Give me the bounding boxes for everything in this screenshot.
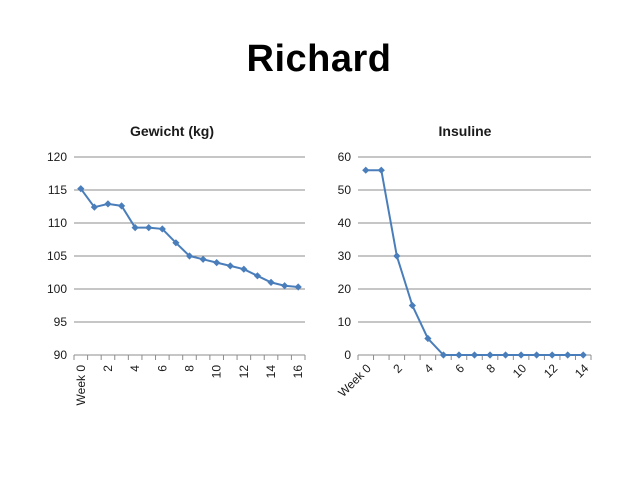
data-point: [294, 283, 302, 291]
x-tick-label: 10: [210, 365, 224, 379]
x-tick-label: 6: [155, 365, 169, 372]
data-point: [145, 224, 153, 232]
data-point: [199, 255, 207, 263]
chart-title: Insuline: [439, 123, 492, 139]
y-tick-label: 105: [47, 249, 67, 263]
data-point: [393, 252, 401, 260]
chart-title: Gewicht (kg): [130, 123, 214, 139]
x-tick-label: 4: [128, 365, 142, 372]
data-point: [117, 202, 126, 210]
y-tick-label: 50: [338, 183, 352, 197]
y-tick-label: 10: [338, 315, 352, 329]
data-point: [377, 166, 385, 174]
y-tick-label: 95: [54, 315, 68, 329]
x-tick-label: 14: [572, 361, 592, 381]
x-tick-label: 10: [510, 361, 530, 381]
chart-gewicht: Gewicht (kg) 90 95 100 105 110 115 120 Week 0 2 4 6…: [47, 123, 306, 406]
data-point: [533, 351, 541, 359]
y-tick-label: 90: [54, 348, 68, 362]
data-point: [185, 252, 194, 260]
data-point: [240, 265, 248, 273]
data-point: [470, 351, 479, 359]
series-line: [365, 169, 584, 356]
data-point: [267, 278, 275, 286]
data-point: [501, 351, 510, 359]
data-point: [439, 351, 448, 359]
x-tick-label: 12: [541, 361, 561, 381]
x-tick-label: 4: [421, 361, 436, 376]
data-point: [213, 259, 221, 267]
y-tick-label: 30: [338, 249, 352, 263]
x-tick-label: 14: [264, 365, 278, 379]
y-tick-label: 115: [48, 183, 67, 197]
data-point: [455, 351, 463, 359]
x-tick-label: 2: [390, 361, 405, 376]
data-point: [579, 351, 587, 359]
data-point: [281, 282, 289, 290]
y-tick-label: 100: [47, 282, 67, 296]
data-point: [104, 200, 112, 208]
x-tick-label: 16: [291, 365, 305, 379]
data-point: [408, 301, 416, 310]
data-point: [77, 185, 85, 193]
y-tick-label: 0: [344, 348, 351, 362]
x-tick-label: 12: [237, 365, 251, 379]
y-tick-label: 110: [48, 216, 67, 230]
data-point: [226, 262, 234, 270]
data-point: [362, 166, 370, 174]
data-point: [158, 225, 166, 233]
data-point: [90, 203, 98, 211]
data-point: [131, 224, 139, 232]
y-tick-label: 120: [47, 150, 67, 164]
slide-title: Richard: [246, 38, 392, 80]
data-point: [486, 351, 494, 359]
data-point: [253, 272, 262, 280]
data-point: [517, 351, 525, 359]
x-tick-label: Week 0: [335, 361, 374, 400]
x-tick-label: 2: [101, 365, 115, 372]
y-tick-label: 60: [338, 150, 352, 164]
x-tick-label: 8: [484, 361, 499, 376]
y-tick-label: 20: [338, 282, 352, 296]
x-tick-label: 6: [452, 361, 467, 376]
x-tick-label: Week 0: [74, 365, 88, 406]
y-tick-label: 40: [338, 216, 352, 230]
data-point: [172, 239, 180, 247]
x-tick-label: 8: [183, 365, 197, 372]
data-point: [564, 351, 572, 359]
data-point: [424, 334, 432, 343]
data-point: [548, 351, 556, 359]
